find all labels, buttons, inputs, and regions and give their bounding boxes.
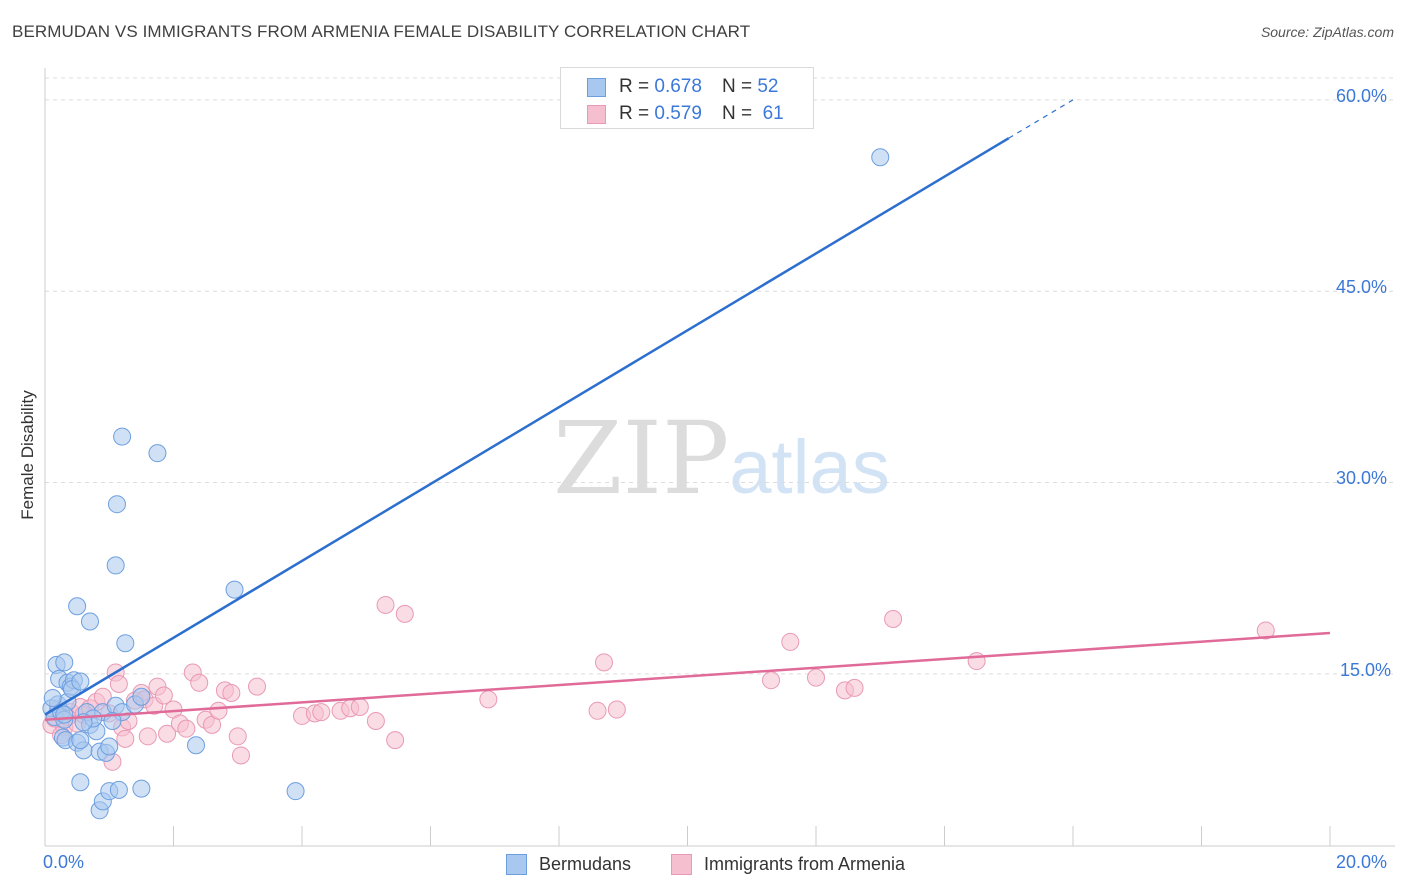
armenia-point (116, 729, 135, 748)
bermudan-point (186, 736, 205, 755)
r-value: 0.678 (654, 76, 702, 97)
legend-label: Immigrants from Armenia (704, 853, 906, 874)
legend-row-armenia: R = 0.579 N = 61 (587, 102, 784, 126)
legend-swatch-blue (506, 853, 527, 875)
bermudan-point (109, 780, 128, 799)
armenia-point (594, 653, 613, 672)
bermudan-point (286, 782, 305, 801)
armenia-trend-line (44, 631, 1331, 721)
watermark-atlas: atlas (729, 425, 890, 510)
armenia-point (781, 632, 800, 651)
bermudan-point (132, 687, 151, 706)
x-tick-label: 20.0% (1336, 852, 1388, 872)
armenia-point (588, 701, 607, 720)
n-value: 52 (757, 76, 779, 97)
armenia-point (479, 690, 498, 709)
n-label: N = (721, 76, 753, 97)
armenia-point (762, 671, 781, 690)
legend-swatch-pink (671, 853, 692, 875)
bermudan-point (68, 597, 87, 616)
armenia-point (222, 683, 241, 702)
correlation-legend: R = 0.678 N = 52 R = 0.579 N = 61 (560, 67, 814, 129)
source-label: Source: ZipAtlas.com (1260, 24, 1394, 40)
r-label: R = (619, 103, 650, 124)
legend-swatch-blue (587, 77, 606, 97)
legend-item-bermudans[interactable]: Bermudans (506, 851, 631, 877)
n-value: 61 (762, 103, 784, 124)
armenia-point (138, 727, 157, 746)
armenia-point (248, 677, 267, 696)
armenia-point (231, 746, 250, 765)
y-tick-label: 30.0% (1336, 468, 1388, 488)
y-tick-label: 60.0% (1336, 86, 1388, 106)
armenia-point (109, 675, 128, 694)
watermark-zip: ZIP (553, 400, 730, 517)
bermudan-point (100, 737, 119, 756)
y-tick-label: 45.0% (1336, 277, 1388, 297)
armenia-point (350, 697, 369, 716)
bermudan-point (55, 705, 74, 724)
legend-swatch-pink (587, 104, 606, 124)
legend-label: Bermudans (539, 853, 632, 874)
legend-row-bermudans: R = 0.678 N = 52 (587, 75, 778, 99)
bermudan-point (71, 731, 90, 750)
armenia-point (312, 703, 331, 722)
bermudan-point (103, 712, 122, 731)
armenia-point (376, 595, 395, 614)
bermudan-point (43, 689, 62, 708)
r-label: R = (619, 76, 650, 97)
y-axis-label: Female Disability (18, 390, 37, 520)
chart-title: BERMUDAN VS IMMIGRANTS FROM ARMENIA FEMA… (12, 22, 751, 41)
armenia-point (845, 678, 864, 697)
bermudan-point (71, 773, 90, 792)
bermudan-point (148, 444, 167, 463)
bermudan-point (107, 495, 126, 514)
n-label: N = (721, 103, 753, 124)
armenia-point (967, 652, 986, 671)
bermudan-point (106, 556, 125, 575)
armenia-point (395, 604, 414, 623)
armenia-point (607, 700, 626, 719)
bermudan-point (871, 148, 890, 167)
r-value: 0.579 (654, 103, 702, 124)
armenia-point (386, 731, 405, 750)
bermudan-trend-line (44, 137, 1010, 716)
bermudan-point (225, 580, 244, 599)
x-tick-label: 0.0% (43, 852, 85, 872)
bermudan-point (113, 427, 132, 446)
armenia-point (1256, 621, 1275, 640)
bermudan-point (132, 779, 151, 798)
bermudan-point (80, 612, 99, 631)
armenia-point (807, 668, 825, 687)
bermudan-point (55, 653, 74, 672)
watermark: ZIPatlas (553, 400, 890, 517)
armenia-point (366, 712, 385, 731)
bermudan-trend-extension (1008, 99, 1074, 139)
bermudan-point (116, 634, 135, 653)
armenia-point (884, 609, 903, 628)
legend-item-armenia[interactable]: Immigrants from Armenia (671, 851, 905, 877)
armenia-point (158, 724, 177, 743)
y-tick-label: 15.0% (1340, 660, 1392, 680)
armenia-point (177, 719, 196, 738)
armenia-point (190, 673, 209, 692)
armenia-point (228, 727, 247, 746)
armenia-point (209, 701, 228, 720)
bermudan-point (71, 672, 90, 691)
armenia-point (154, 686, 173, 705)
